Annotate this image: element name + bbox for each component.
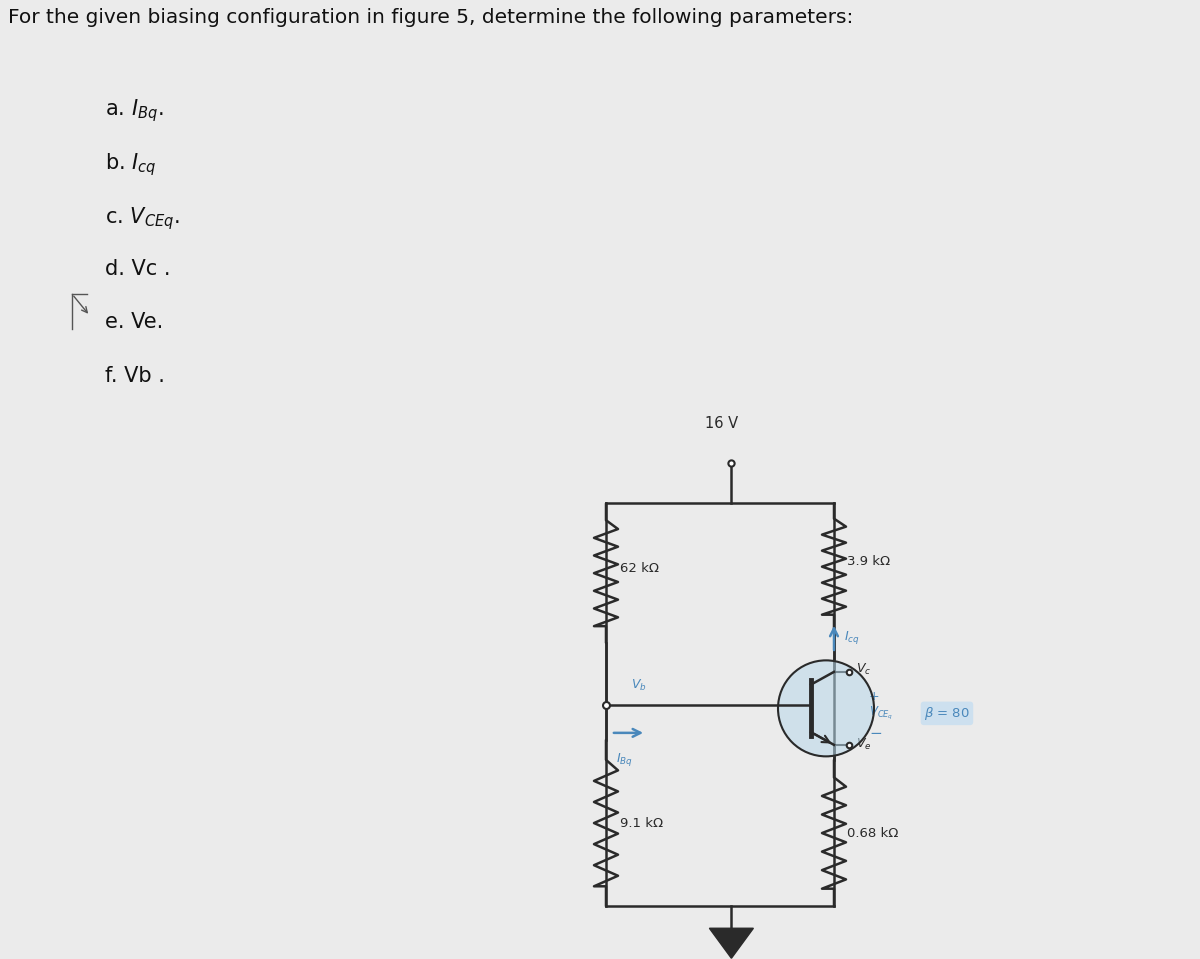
Circle shape xyxy=(778,661,874,757)
Text: 16 V: 16 V xyxy=(704,416,738,432)
Polygon shape xyxy=(709,928,754,958)
Text: −: − xyxy=(869,726,882,741)
Text: b. $I_{cq}$: b. $I_{cq}$ xyxy=(106,151,156,177)
Text: f. Vb .: f. Vb . xyxy=(106,366,164,386)
Text: +: + xyxy=(869,690,880,703)
Text: 0.68 kΩ: 0.68 kΩ xyxy=(847,827,899,839)
Text: e. Ve.: e. Ve. xyxy=(106,312,163,332)
Text: $V_{CE_q}$: $V_{CE_q}$ xyxy=(869,705,894,722)
Text: $\beta$ = 80: $\beta$ = 80 xyxy=(924,705,970,722)
Text: d. Vc .: d. Vc . xyxy=(106,259,170,279)
Text: $V_b$: $V_b$ xyxy=(631,678,647,692)
Text: 9.1 kΩ: 9.1 kΩ xyxy=(620,816,664,830)
Text: $V_e$: $V_e$ xyxy=(856,737,871,753)
Text: $I_{cq}$: $I_{cq}$ xyxy=(844,629,859,646)
Text: a. $I_{Bq}$.: a. $I_{Bq}$. xyxy=(106,97,163,124)
Text: $I_{Bq}$: $I_{Bq}$ xyxy=(616,751,632,768)
Text: 3.9 kΩ: 3.9 kΩ xyxy=(847,555,890,568)
Text: c. $V_{CEq}$.: c. $V_{CEq}$. xyxy=(106,205,180,232)
Text: 62 kΩ: 62 kΩ xyxy=(620,562,659,574)
Text: $V_c$: $V_c$ xyxy=(856,663,871,677)
Text: For the given biasing configuration in figure 5, determine the following paramet: For the given biasing configuration in f… xyxy=(8,8,853,27)
